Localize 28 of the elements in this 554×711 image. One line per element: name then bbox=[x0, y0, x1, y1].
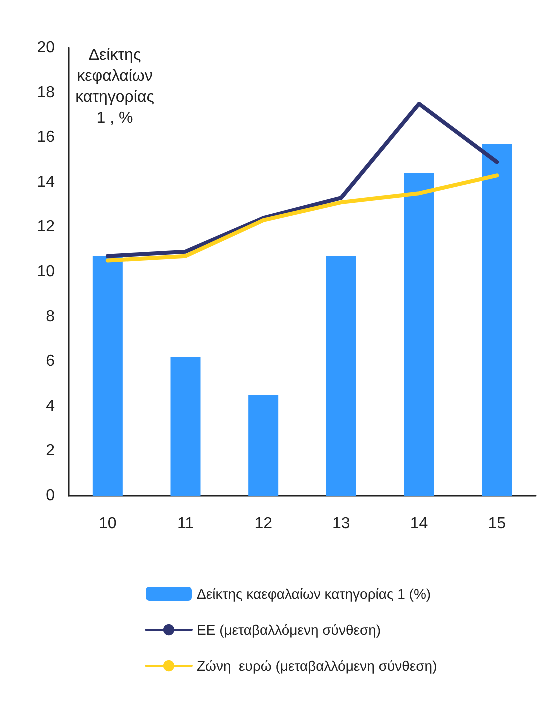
y-tick-label: 20 bbox=[37, 40, 56, 56]
bar bbox=[326, 256, 356, 496]
y-tick-label: 16 bbox=[37, 129, 56, 146]
bar bbox=[170, 357, 201, 496]
legend-label: Δείκτης καεφαλαίων κατηγορίας 1 (%) bbox=[197, 586, 432, 602]
bar bbox=[92, 256, 123, 496]
y-axis-title: Δείκτης κεφαλαίων κατηγορίας 1 , % bbox=[76, 47, 155, 127]
y-tick-label: 6 bbox=[46, 353, 56, 370]
y-tick-label: 4 bbox=[46, 398, 56, 415]
bar bbox=[248, 395, 279, 496]
y-tick-label: 18 bbox=[37, 84, 56, 102]
y-tick-label: 0 bbox=[46, 488, 56, 504]
y-tick-label: 2 bbox=[46, 442, 56, 460]
y-tick-label: 12 bbox=[37, 218, 56, 236]
legend-label: ΕΕ (μεταβαλλόμενη σύνθεση) bbox=[197, 622, 382, 638]
x-tick-label: 12 bbox=[254, 516, 273, 532]
line-series bbox=[106, 174, 500, 263]
x-tick-label: 14 bbox=[410, 516, 428, 532]
x-tick-label: 15 bbox=[488, 516, 506, 532]
bar bbox=[482, 144, 512, 496]
bar bbox=[404, 173, 434, 496]
y-tick-label: 8 bbox=[46, 308, 56, 326]
y-tick-label: 14 bbox=[37, 174, 56, 191]
legend-label: Ζώνη ευρώ (μεταβαλλόμενη σύνθεση) bbox=[197, 658, 438, 674]
y-tick-label: 10 bbox=[37, 264, 56, 280]
x-tick-label: 13 bbox=[332, 516, 350, 532]
x-tick-label: 11 bbox=[177, 516, 194, 532]
x-tick-label: 10 bbox=[99, 516, 117, 532]
